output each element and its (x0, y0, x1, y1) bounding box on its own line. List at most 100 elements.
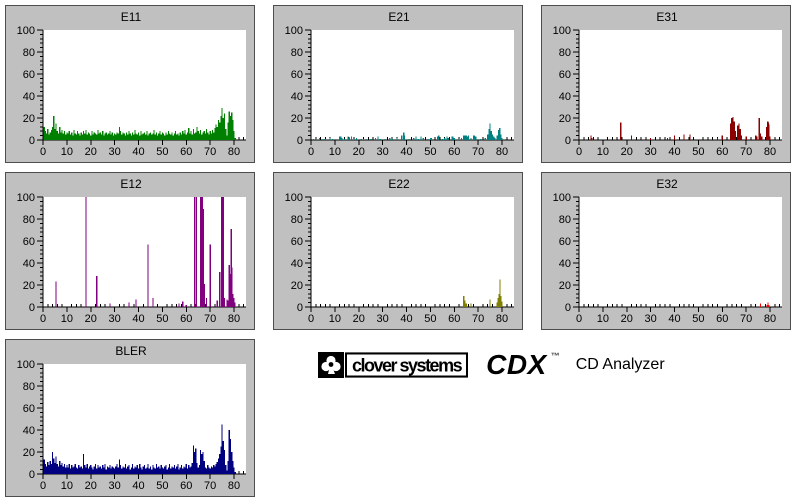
axis-tick-label: 20 (559, 280, 571, 292)
bars-series (759, 302, 770, 307)
axis-tick-label: 100 (17, 25, 35, 37)
product-name: CDX (486, 349, 547, 380)
axis-tick-label: 30 (109, 313, 121, 325)
axis-tick-label: 20 (291, 280, 303, 292)
axis-tick-label: 0 (297, 302, 303, 314)
axis-tick-label: 20 (353, 313, 365, 325)
axis-tick-label: 40 (132, 480, 144, 492)
axis-tick-label: 60 (448, 313, 460, 325)
axis-tick-label: 0 (40, 146, 46, 158)
bars-series (463, 279, 503, 307)
axis-tick-label: 0 (308, 146, 314, 158)
axis-tick-label: 60 (716, 146, 728, 158)
axis-tick-label: 70 (472, 146, 484, 158)
axis-tick-label: 10 (597, 146, 609, 158)
axis-tick-label: 60 (291, 69, 303, 81)
axis-tick-label: 60 (559, 69, 571, 81)
axis-tick-label: 0 (40, 480, 46, 492)
axis-tick-label: 50 (156, 313, 168, 325)
axis-tick-label: 30 (109, 146, 121, 158)
axis-tick-label: 0 (565, 135, 571, 147)
plot-area (579, 30, 782, 140)
axis-tick-label: 0 (40, 313, 46, 325)
axis-tick-label: 70 (740, 146, 752, 158)
axis-tick-label: 10 (329, 146, 341, 158)
axis-tick-label: 80 (228, 313, 240, 325)
axis-tick-label: 20 (23, 280, 35, 292)
chart-title: E21 (388, 10, 410, 24)
chart-panel-e31: E31 0 20 40 60 80 100 0 10 20 30 40 50 60 70 80 (541, 5, 791, 163)
axis-tick-label: 100 (553, 192, 571, 204)
axis-tick-label: 40 (559, 91, 571, 103)
axis-tick-label: 30 (645, 146, 657, 158)
axis-tick-label: 20 (23, 113, 35, 125)
axis-tick-label: 50 (424, 146, 436, 158)
bars-series (312, 123, 503, 140)
axis-tick-label: 60 (291, 236, 303, 248)
axis-tick-label: 30 (645, 313, 657, 325)
chart-title: E11 (121, 10, 142, 24)
axis-tick-label: 40 (668, 146, 680, 158)
axis-tick-label: 20 (85, 313, 97, 325)
axis-tick-label: 50 (692, 146, 704, 158)
axis-tick-label: 70 (740, 313, 752, 325)
axis-tick-label: 0 (29, 135, 35, 147)
product-subtitle: CD Analyzer (575, 356, 665, 373)
axis-tick-label: 0 (297, 135, 303, 147)
axis-tick-label: 100 (17, 359, 35, 371)
axis-tick-label: 30 (377, 313, 389, 325)
brand-area: clover systems CDX ™ CD Analyzer (318, 349, 665, 381)
axis-tick-label: 100 (285, 25, 303, 37)
chart-panel-bler: BLER 0 20 40 60 80 100 0 10 20 30 40 50 60 70 80 (5, 339, 255, 497)
axis-tick-label: 0 (308, 313, 314, 325)
chart-panel-e11: E11 0 20 40 60 80 100 0 10 20 30 40 50 60 70 80 (5, 5, 255, 163)
plot-area (311, 30, 514, 140)
chart-title: E12 (120, 177, 142, 191)
axis-tick-label: 20 (621, 146, 633, 158)
axis-tick-label: 0 (29, 302, 35, 314)
chart-title: E31 (656, 10, 678, 24)
axis-tick-label: 100 (285, 192, 303, 204)
axis-tick-label: 40 (400, 313, 412, 325)
axis-tick-label: 20 (85, 146, 97, 158)
axis-tick-label: 50 (156, 480, 168, 492)
axis-tick-label: 10 (597, 313, 609, 325)
chart-title: E22 (388, 177, 410, 191)
axis-tick-label: 100 (17, 192, 35, 204)
axis-tick-label: 80 (23, 47, 35, 59)
axis-tick-label: 20 (291, 113, 303, 125)
axis-tick-label: 80 (496, 146, 508, 158)
axis-tick-label: 80 (23, 381, 35, 393)
axis-tick-label: 40 (132, 313, 144, 325)
trademark-symbol: ™ (550, 351, 560, 361)
chart-panel-e21: E21 0 20 40 60 80 100 0 10 20 30 40 50 60 70 80 (273, 5, 523, 163)
bars-series (55, 197, 236, 307)
axis-tick-label: 60 (180, 313, 192, 325)
axis-tick-label: 30 (377, 146, 389, 158)
axis-tick-label: 0 (576, 313, 582, 325)
axis-tick-label: 60 (559, 236, 571, 248)
axis-tick-label: 40 (291, 91, 303, 103)
bars-series (43, 108, 236, 140)
axis-tick-label: 80 (764, 313, 776, 325)
axis-tick-label: 80 (228, 146, 240, 158)
plot-area (43, 364, 246, 474)
axis-tick-label: 50 (156, 146, 168, 158)
axis-tick-label: 60 (448, 146, 460, 158)
axis-tick-label: 40 (132, 146, 144, 158)
plot-area (43, 30, 246, 140)
axis-tick-label: 70 (204, 146, 216, 158)
axis-tick-label: 40 (23, 91, 35, 103)
bars-series (43, 424, 236, 474)
axis-tick-label: 10 (61, 313, 73, 325)
axis-tick-label: 80 (764, 146, 776, 158)
axis-tick-label: 40 (23, 425, 35, 437)
axis-tick-label: 80 (23, 214, 35, 226)
chart-panel-e22: E22 0 20 40 60 80 100 0 10 20 30 40 50 60 70 80 (273, 172, 523, 330)
axis-tick-label: 20 (85, 480, 97, 492)
axis-tick-label: 0 (576, 146, 582, 158)
axis-tick-label: 80 (559, 47, 571, 59)
axis-tick-label: 10 (61, 146, 73, 158)
axis-tick-label: 80 (559, 214, 571, 226)
axis-tick-label: 40 (668, 313, 680, 325)
